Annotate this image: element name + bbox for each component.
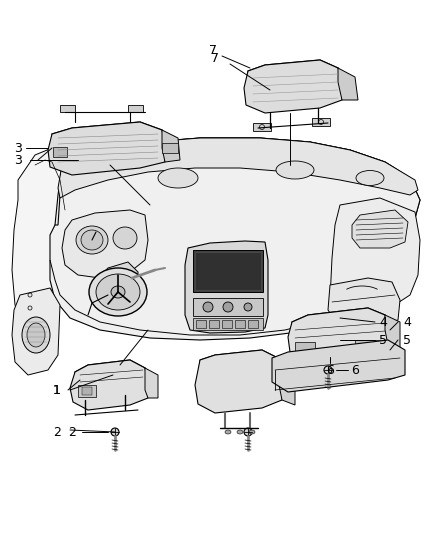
Ellipse shape [249, 430, 255, 434]
Polygon shape [244, 60, 342, 113]
Ellipse shape [356, 171, 384, 185]
Text: 2: 2 [68, 425, 76, 439]
Ellipse shape [225, 430, 231, 434]
Ellipse shape [111, 428, 119, 436]
Bar [60, 105, 75, 112]
Polygon shape [195, 350, 282, 413]
Ellipse shape [203, 302, 213, 312]
Ellipse shape [276, 161, 314, 179]
Bar [209, 320, 219, 328]
Polygon shape [162, 130, 180, 162]
Polygon shape [330, 198, 420, 318]
Polygon shape [200, 350, 278, 385]
Polygon shape [75, 360, 145, 400]
Ellipse shape [22, 317, 50, 353]
Polygon shape [185, 241, 268, 333]
Bar [128, 105, 143, 112]
Polygon shape [278, 358, 295, 405]
Bar [78, 385, 96, 397]
Polygon shape [70, 360, 148, 410]
Ellipse shape [96, 274, 140, 310]
Bar [248, 320, 258, 328]
Text: 5: 5 [403, 334, 411, 346]
Bar [193, 298, 263, 316]
Ellipse shape [223, 302, 233, 312]
Ellipse shape [324, 366, 332, 374]
Text: 6: 6 [326, 364, 334, 376]
Ellipse shape [237, 430, 243, 434]
Bar [196, 320, 206, 328]
Bar [295, 342, 315, 352]
Polygon shape [288, 308, 388, 360]
Text: 7: 7 [211, 52, 219, 64]
Polygon shape [48, 122, 165, 175]
Ellipse shape [113, 227, 137, 249]
Polygon shape [62, 210, 148, 278]
Polygon shape [272, 340, 405, 392]
Bar [82, 387, 92, 395]
Polygon shape [95, 262, 138, 315]
Bar [195, 252, 261, 290]
Bar [53, 147, 67, 157]
Ellipse shape [89, 268, 147, 316]
Text: 3: 3 [14, 154, 22, 166]
Bar [235, 320, 245, 328]
Ellipse shape [27, 323, 45, 347]
Polygon shape [145, 368, 158, 398]
Polygon shape [58, 138, 418, 198]
Text: 2: 2 [53, 425, 61, 439]
Text: 5: 5 [379, 334, 387, 346]
Bar [193, 318, 263, 330]
Polygon shape [385, 315, 400, 348]
Polygon shape [12, 148, 72, 320]
Polygon shape [55, 138, 420, 238]
Bar [222, 320, 232, 328]
Ellipse shape [158, 168, 198, 188]
Polygon shape [292, 308, 385, 342]
Text: 1: 1 [53, 384, 61, 397]
Text: 6: 6 [351, 364, 359, 376]
Polygon shape [338, 68, 358, 100]
Ellipse shape [81, 230, 103, 250]
Polygon shape [52, 122, 162, 160]
Ellipse shape [76, 226, 108, 254]
Polygon shape [352, 210, 408, 248]
Polygon shape [50, 138, 420, 340]
Bar [253, 123, 271, 131]
Ellipse shape [244, 303, 252, 311]
Text: 1: 1 [53, 384, 61, 397]
Polygon shape [328, 278, 400, 328]
Polygon shape [248, 60, 338, 93]
Ellipse shape [111, 286, 125, 298]
Text: 7: 7 [209, 44, 217, 56]
Ellipse shape [244, 428, 252, 436]
Text: 4: 4 [403, 316, 411, 328]
Bar [162, 143, 178, 153]
Polygon shape [12, 288, 60, 375]
Text: 3: 3 [14, 141, 22, 155]
Text: 4: 4 [379, 316, 387, 328]
Bar [355, 340, 383, 350]
Bar [312, 118, 330, 126]
Bar [193, 250, 263, 292]
